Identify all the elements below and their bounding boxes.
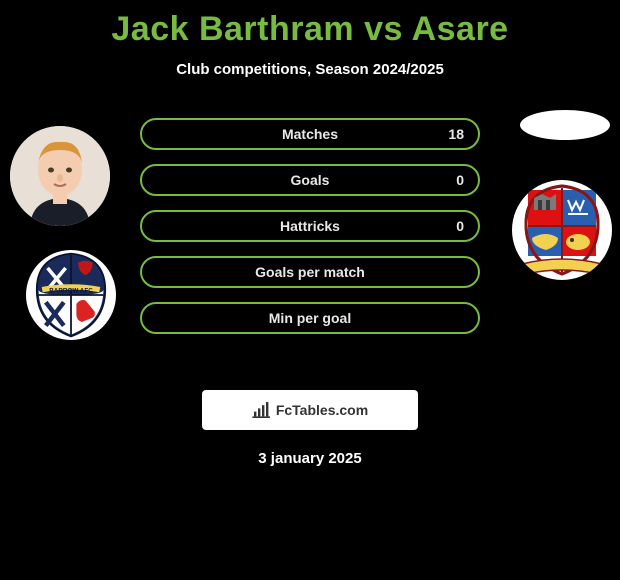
stat-label: Goals xyxy=(291,172,330,188)
stat-row-goals-per-match: Goals per match xyxy=(140,256,480,288)
stat-row-matches: Matches 18 xyxy=(140,118,480,150)
right-club-badge xyxy=(512,180,612,280)
attribution-badge: FcTables.com xyxy=(202,390,418,430)
left-club-badge: BARROW AFC xyxy=(26,250,116,340)
stat-right-value: 0 xyxy=(456,172,464,188)
stat-label: Min per goal xyxy=(269,310,351,326)
stat-row-min-per-goal: Min per goal xyxy=(140,302,480,334)
stat-row-goals: Goals 0 xyxy=(140,164,480,196)
stat-label: Hattricks xyxy=(280,218,340,234)
subtitle: Club competitions, Season 2024/2025 xyxy=(0,61,620,78)
page-title: Jack Barthram vs Asare xyxy=(0,0,620,49)
attribution-text: FcTables.com xyxy=(276,402,368,418)
bar-chart-icon xyxy=(252,402,272,418)
right-player-column xyxy=(502,110,612,350)
comparison-panel: BARROW AFC xyxy=(0,110,620,370)
barrow-afc-crest-icon: BARROW AFC xyxy=(26,250,116,340)
svg-text:BARROW AFC: BARROW AFC xyxy=(49,287,93,294)
player-face-icon xyxy=(10,126,110,226)
stat-row-hattricks: Hattricks 0 xyxy=(140,210,480,242)
stat-rows: Matches 18 Goals 0 Hattricks 0 Goals per… xyxy=(140,118,480,334)
tamworth-crest-icon xyxy=(512,180,612,280)
right-player-photo xyxy=(520,110,610,140)
stat-label: Goals per match xyxy=(255,264,365,280)
stat-right-value: 0 xyxy=(456,218,464,234)
stat-label: Matches xyxy=(282,126,338,142)
left-player-column: BARROW AFC xyxy=(8,110,118,350)
left-player-photo xyxy=(10,126,110,226)
date-text: 3 january 2025 xyxy=(0,450,620,467)
stat-right-value: 18 xyxy=(448,126,464,142)
